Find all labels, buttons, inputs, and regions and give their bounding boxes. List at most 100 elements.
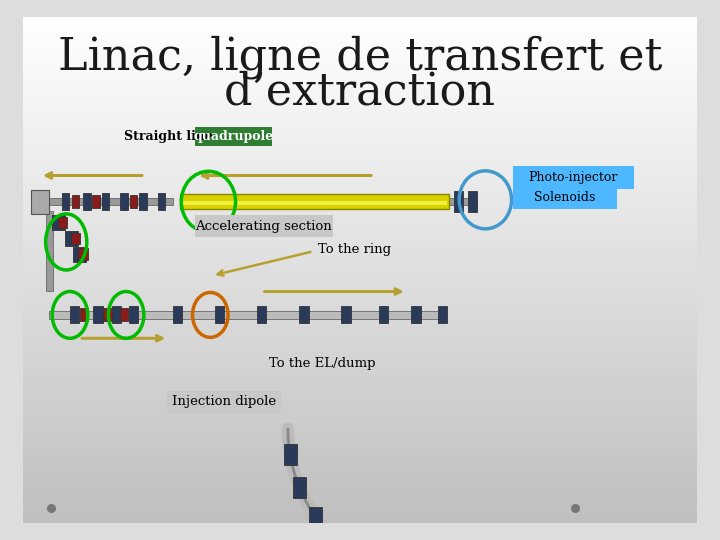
Bar xyxy=(23,386,697,391)
FancyBboxPatch shape xyxy=(513,187,617,209)
Bar xyxy=(23,93,697,98)
FancyBboxPatch shape xyxy=(120,308,128,321)
Bar xyxy=(23,189,697,194)
FancyBboxPatch shape xyxy=(71,233,80,244)
Bar xyxy=(23,83,697,88)
FancyBboxPatch shape xyxy=(50,311,442,319)
FancyBboxPatch shape xyxy=(139,193,147,210)
FancyBboxPatch shape xyxy=(73,247,86,261)
Bar xyxy=(23,164,697,169)
Text: To the ring: To the ring xyxy=(318,243,391,256)
Bar xyxy=(23,437,697,442)
FancyBboxPatch shape xyxy=(195,127,272,146)
Bar xyxy=(23,512,697,517)
Bar xyxy=(23,401,697,407)
FancyBboxPatch shape xyxy=(309,507,323,528)
Bar xyxy=(23,210,697,214)
FancyBboxPatch shape xyxy=(195,215,333,237)
FancyBboxPatch shape xyxy=(94,307,103,323)
Bar xyxy=(23,442,697,447)
Bar xyxy=(23,179,697,184)
FancyBboxPatch shape xyxy=(332,533,345,540)
Bar xyxy=(23,351,697,356)
FancyBboxPatch shape xyxy=(102,193,109,210)
Bar xyxy=(23,169,697,174)
Bar xyxy=(23,462,697,467)
Bar xyxy=(23,23,697,28)
FancyBboxPatch shape xyxy=(257,307,266,323)
Bar xyxy=(23,144,697,149)
FancyBboxPatch shape xyxy=(454,191,463,212)
Bar xyxy=(23,447,697,452)
Bar xyxy=(23,38,697,43)
Bar xyxy=(23,154,697,159)
FancyBboxPatch shape xyxy=(78,248,88,260)
FancyBboxPatch shape xyxy=(45,211,53,291)
Text: Linac, ligne de transfert et: Linac, ligne de transfert et xyxy=(58,35,662,78)
Bar xyxy=(23,17,697,23)
Bar xyxy=(23,250,697,255)
Bar xyxy=(23,194,697,199)
FancyBboxPatch shape xyxy=(52,215,66,230)
FancyBboxPatch shape xyxy=(449,198,477,205)
FancyBboxPatch shape xyxy=(70,307,79,323)
Text: Straight line: Straight line xyxy=(125,130,213,143)
FancyBboxPatch shape xyxy=(92,195,100,208)
FancyBboxPatch shape xyxy=(58,217,67,228)
Bar xyxy=(23,330,697,336)
Bar xyxy=(23,260,697,265)
FancyBboxPatch shape xyxy=(72,195,79,208)
FancyBboxPatch shape xyxy=(181,194,449,209)
Text: d’extraction: d’extraction xyxy=(224,71,496,114)
FancyBboxPatch shape xyxy=(129,307,138,323)
Bar xyxy=(23,129,697,133)
Bar xyxy=(23,326,697,330)
Bar xyxy=(23,68,697,73)
Bar xyxy=(23,452,697,457)
FancyBboxPatch shape xyxy=(293,477,306,498)
Bar xyxy=(23,113,697,118)
Bar xyxy=(23,235,697,240)
FancyBboxPatch shape xyxy=(182,201,447,205)
Bar xyxy=(23,225,697,230)
Bar xyxy=(23,139,697,144)
Bar xyxy=(23,290,697,295)
Bar xyxy=(23,43,697,48)
Bar xyxy=(23,427,697,431)
Bar xyxy=(23,305,697,310)
FancyBboxPatch shape xyxy=(215,307,225,323)
FancyBboxPatch shape xyxy=(112,307,122,323)
FancyBboxPatch shape xyxy=(120,193,128,210)
FancyBboxPatch shape xyxy=(83,193,91,210)
Bar xyxy=(23,508,697,512)
Bar xyxy=(23,371,697,376)
Bar xyxy=(23,214,697,219)
Bar xyxy=(23,315,697,321)
Bar xyxy=(23,321,697,326)
Bar xyxy=(23,300,697,305)
Bar xyxy=(23,502,697,508)
Bar xyxy=(23,148,697,154)
Bar xyxy=(23,133,697,139)
Bar xyxy=(23,98,697,103)
Bar xyxy=(23,275,697,280)
Bar xyxy=(23,467,697,472)
FancyBboxPatch shape xyxy=(103,308,112,321)
FancyBboxPatch shape xyxy=(61,193,69,210)
FancyBboxPatch shape xyxy=(130,195,138,208)
Bar xyxy=(23,124,697,129)
Bar xyxy=(23,482,697,487)
Bar xyxy=(23,477,697,482)
Bar xyxy=(23,407,697,411)
Bar xyxy=(23,32,697,38)
Bar xyxy=(23,58,697,63)
Bar xyxy=(23,497,697,502)
Text: Photo-injector: Photo-injector xyxy=(528,171,618,184)
Bar xyxy=(23,336,697,341)
Bar xyxy=(23,48,697,53)
Bar xyxy=(23,341,697,346)
Bar xyxy=(23,174,697,179)
Bar xyxy=(23,199,697,204)
Bar xyxy=(23,118,697,124)
Bar xyxy=(23,103,697,109)
